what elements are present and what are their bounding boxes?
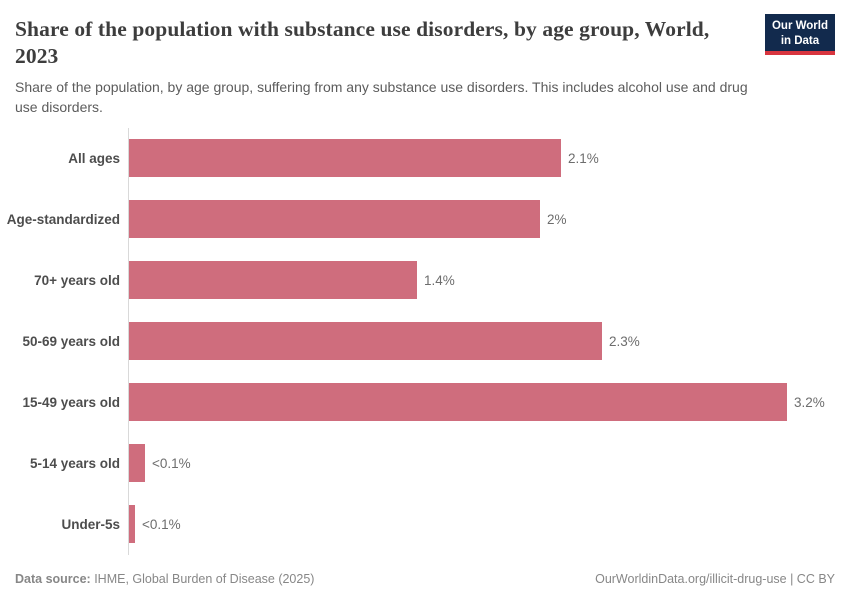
chart-row: All ages 2.1%: [15, 127, 835, 189]
data-source: Data source: IHME, Global Burden of Dise…: [15, 572, 314, 586]
owid-logo-line1: Our World: [771, 20, 828, 32]
bar-cell: 3.2%: [128, 371, 835, 433]
bar[interactable]: [129, 505, 135, 544]
bar-cell: <0.1%: [128, 432, 835, 494]
value-label: 2.3%: [609, 333, 640, 349]
value-label: <0.1%: [142, 516, 181, 532]
bar-cell: 1.4%: [128, 249, 835, 311]
category-label: 50-69 years old: [22, 333, 120, 349]
chart-row: 50-69 years old 2.3%: [15, 310, 835, 372]
value-label: 2%: [547, 211, 567, 227]
chart-row: 5-14 years old <0.1%: [15, 432, 835, 494]
data-source-value: IHME, Global Burden of Disease (2025): [90, 572, 315, 586]
owid-logo-line2: in Data: [780, 34, 820, 47]
category-label: Age-standardized: [6, 211, 120, 227]
category-label: 15-49 years old: [22, 394, 120, 410]
category-label: All ages: [68, 150, 120, 166]
value-label: 1.4%: [424, 272, 455, 288]
bar-cell: 2.3%: [128, 310, 835, 372]
chart-row: Under-5s <0.1%: [15, 493, 835, 555]
footer-link[interactable]: OurWorldinData.org/illicit-drug-use | CC…: [595, 572, 835, 586]
header: Share of the population with substance u…: [15, 14, 835, 118]
value-label: 2.1%: [568, 150, 599, 166]
bar-cell: 2%: [128, 188, 835, 250]
category-label: 5-14 years old: [29, 455, 120, 471]
bar[interactable]: [129, 261, 417, 300]
bar-cell: 2.1%: [128, 127, 835, 189]
chart-row: 15-49 years old 3.2%: [15, 371, 835, 433]
title-block: Share of the population with substance u…: [15, 16, 765, 118]
bar-cell: <0.1%: [128, 493, 835, 555]
category-label: Under-5s: [61, 516, 120, 532]
data-source-label: Data source:: [15, 572, 91, 586]
bar[interactable]: [129, 444, 145, 483]
value-label: <0.1%: [152, 455, 191, 471]
page-title: Share of the population with substance u…: [15, 17, 710, 69]
chart-row: 70+ years old 1.4%: [15, 249, 835, 311]
owid-logo[interactable]: Our World in Data: [764, 14, 835, 56]
bar-chart: All ages 2.1% Age-standardized 2% 70+ years …: [6, 127, 835, 555]
bar[interactable]: [129, 139, 561, 178]
page-subtitle: Share of the population, by age group, s…: [15, 79, 748, 116]
category-label: 70+ years old: [34, 272, 120, 288]
bar[interactable]: [129, 322, 602, 361]
chart-row: Age-standardized 2%: [6, 188, 835, 250]
value-label: 3.2%: [794, 394, 825, 410]
bar[interactable]: [129, 383, 787, 422]
footer: Data source: IHME, Global Burden of Dise…: [15, 572, 835, 586]
bar[interactable]: [129, 200, 540, 239]
